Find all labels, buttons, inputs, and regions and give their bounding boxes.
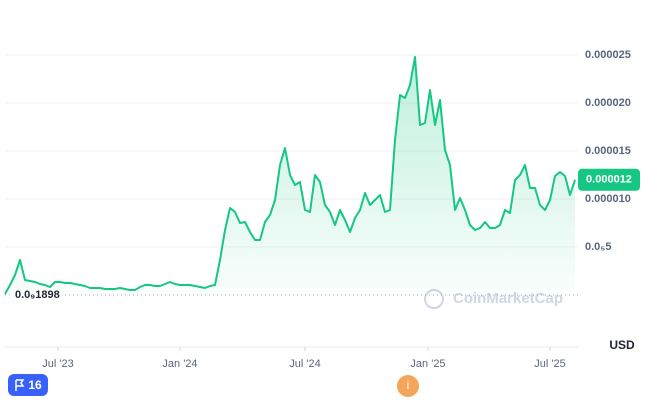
flag-icon <box>15 379 25 391</box>
y-tick-label: 0.0₅5 <box>585 241 611 253</box>
x-tick-label: Jan '24 <box>162 358 197 370</box>
info-badge[interactable] <box>397 375 419 397</box>
y-tick-label: 0.000010 <box>585 193 631 205</box>
y-tick-label: 0.000015 <box>585 145 631 157</box>
x-tick-label: Jul '25 <box>534 358 565 370</box>
currency: USD <box>609 338 635 352</box>
price-label: 0.000012 <box>586 174 632 186</box>
line <box>4 56 576 295</box>
info-icon: i <box>407 378 410 392</box>
y-tick-label: 0.000020 <box>585 97 631 109</box>
y-tick-label: 0.000025 <box>585 49 631 61</box>
x-tick-label: Jul '23 <box>42 358 73 370</box>
price-badge <box>578 168 640 191</box>
x-tick-label: Jan '25 <box>410 358 445 370</box>
flag-count: 16 <box>28 378 42 392</box>
x-tick-label: Jul '24 <box>289 358 320 370</box>
